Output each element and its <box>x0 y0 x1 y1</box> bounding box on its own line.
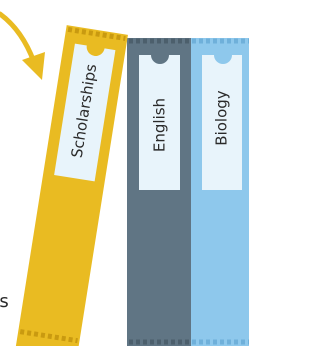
pointer-arrow <box>0 14 45 80</box>
arrow-head <box>22 52 45 80</box>
binder-biology: Biology <box>190 38 249 346</box>
binders-illustration: Biology English Scholarships s <box>0 0 249 346</box>
binder-label: Biology <box>213 90 231 146</box>
binder-english: English <box>127 38 191 346</box>
arrow-shaft <box>0 14 34 62</box>
page: {"left_fragment": "s", "binders": [{"lab… <box>0 0 249 346</box>
binder-scholarships: Scholarships <box>15 25 128 346</box>
text-fragment: s <box>0 291 9 312</box>
binder-label: English <box>151 98 169 152</box>
